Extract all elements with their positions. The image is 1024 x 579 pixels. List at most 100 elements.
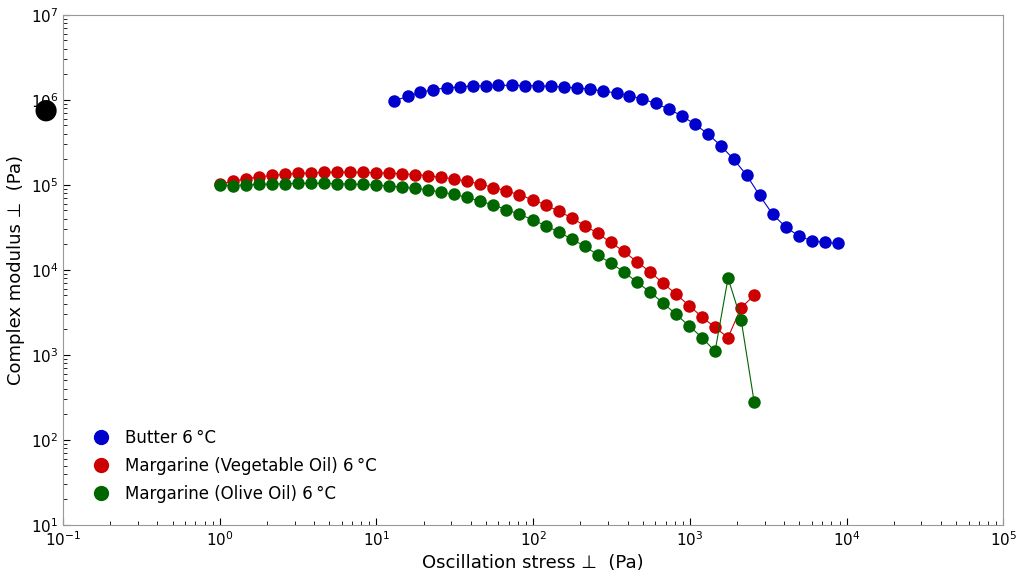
Butter 6 °C [663,105,675,112]
Margarine (Vegetable Oil) 6 °C [579,222,591,229]
Butter 6 °C [636,96,648,102]
Butter 6 °C [597,87,609,94]
Margarine (Vegetable Oil) 6 °C [226,178,239,185]
Margarine (Olive Oil) 6 °C [266,181,279,188]
Butter 6 °C [466,83,478,90]
Margarine (Olive Oil) 6 °C [617,268,630,275]
Margarine (Olive Oil) 6 °C [592,251,604,258]
Margarine (Olive Oil) 6 °C [696,334,709,341]
Margarine (Olive Oil) 6 °C [383,182,395,189]
Margarine (Olive Oil) 6 °C [513,211,525,218]
Butter 6 °C [558,83,570,90]
Margarine (Vegetable Oil) 6 °C [396,170,409,177]
Margarine (Vegetable Oil) 6 °C [474,181,486,188]
Margarine (Olive Oil) 6 °C [396,184,409,190]
Margarine (Olive Oil) 6 °C [487,201,500,208]
Margarine (Olive Oil) 6 °C [410,185,422,192]
Butter 6 °C [414,89,426,96]
Butter 6 °C [454,83,466,90]
Margarine (Vegetable Oil) 6 °C [722,334,734,341]
Margarine (Vegetable Oil) 6 °C [253,174,265,181]
Margarine (Olive Oil) 6 °C [357,181,370,188]
Line: Margarine (Olive Oil) 6 °C: Margarine (Olive Oil) 6 °C [214,177,761,408]
Margarine (Vegetable Oil) 6 °C [670,291,682,298]
Margarine (Vegetable Oil) 6 °C [449,175,461,182]
Margarine (Vegetable Oil) 6 °C [344,168,356,175]
Line: Margarine (Vegetable Oil) 6 °C: Margarine (Vegetable Oil) 6 °C [214,166,761,344]
Margarine (Vegetable Oil) 6 °C [331,168,343,175]
Margarine (Olive Oil) 6 °C [748,398,760,405]
Butter 6 °C [740,172,753,179]
Margarine (Olive Oil) 6 °C [279,180,291,187]
Butter 6 °C [402,93,415,100]
Margarine (Vegetable Oil) 6 °C [513,192,525,199]
Margarine (Vegetable Oil) 6 °C [683,302,695,309]
Margarine (Vegetable Oil) 6 °C [279,171,291,178]
Margarine (Olive Oil) 6 °C [656,299,669,306]
Margarine (Vegetable Oil) 6 °C [644,268,656,275]
Margarine (Vegetable Oil) 6 °C [526,196,539,203]
Butter 6 °C [388,97,400,104]
Butter 6 °C [754,192,766,199]
Butter 6 °C [610,90,623,97]
Text: ●: ● [34,96,58,124]
Margarine (Olive Oil) 6 °C [722,274,734,281]
Margarine (Olive Oil) 6 °C [370,182,382,189]
Butter 6 °C [806,237,818,244]
Line: Butter 6 °C: Butter 6 °C [388,79,844,250]
Margarine (Olive Oil) 6 °C [709,348,721,355]
Margarine (Vegetable Oil) 6 °C [435,174,447,181]
Butter 6 °C [715,142,727,149]
Margarine (Vegetable Oil) 6 °C [214,181,226,188]
Margarine (Olive Oil) 6 °C [474,198,486,205]
Margarine (Olive Oil) 6 °C [604,259,616,266]
Butter 6 °C [440,85,453,91]
Margarine (Vegetable Oil) 6 °C [709,324,721,331]
Margarine (Vegetable Oil) 6 °C [266,172,279,179]
Butter 6 °C [493,82,505,89]
Butter 6 °C [427,86,439,93]
Margarine (Olive Oil) 6 °C [305,180,317,187]
Margarine (Olive Oil) 6 °C [240,181,252,188]
Margarine (Olive Oil) 6 °C [292,180,304,187]
Margarine (Olive Oil) 6 °C [214,181,226,188]
Butter 6 °C [831,240,844,247]
Margarine (Vegetable Oil) 6 °C [565,214,578,221]
Margarine (Vegetable Oil) 6 °C [501,188,513,195]
Margarine (Olive Oil) 6 °C [461,194,473,201]
Butter 6 °C [518,82,530,89]
Margarine (Vegetable Oil) 6 °C [656,280,669,287]
Margarine (Vegetable Oil) 6 °C [357,169,370,176]
Margarine (Olive Oil) 6 °C [435,189,447,196]
X-axis label: Oscillation stress ⊥  (Pa): Oscillation stress ⊥ (Pa) [423,554,644,572]
Margarine (Olive Oil) 6 °C [644,288,656,295]
Butter 6 °C [480,82,493,89]
Margarine (Vegetable Oil) 6 °C [487,184,500,191]
Legend: Butter 6 °C, Margarine (Vegetable Oil) 6 °C, Margarine (Olive Oil) 6 °C: Butter 6 °C, Margarine (Vegetable Oil) 6… [72,416,390,516]
Margarine (Olive Oil) 6 °C [735,316,748,323]
Butter 6 °C [649,100,662,107]
Margarine (Vegetable Oil) 6 °C [604,239,616,246]
Margarine (Vegetable Oil) 6 °C [735,304,748,311]
Margarine (Vegetable Oil) 6 °C [592,230,604,237]
Butter 6 °C [571,85,584,91]
Margarine (Vegetable Oil) 6 °C [292,170,304,177]
Butter 6 °C [727,156,739,163]
Margarine (Vegetable Oil) 6 °C [305,170,317,177]
Margarine (Olive Oil) 6 °C [683,323,695,329]
Margarine (Vegetable Oil) 6 °C [552,208,564,215]
Butter 6 °C [584,86,596,93]
Butter 6 °C [506,82,518,89]
Margarine (Olive Oil) 6 °C [344,181,356,188]
Butter 6 °C [624,92,636,99]
Margarine (Olive Oil) 6 °C [501,206,513,213]
Y-axis label: Complex modulus ⊥  (Pa): Complex modulus ⊥ (Pa) [7,155,25,385]
Margarine (Vegetable Oil) 6 °C [317,169,330,176]
Butter 6 °C [676,112,688,119]
Butter 6 °C [793,233,805,240]
Butter 6 °C [688,120,700,127]
Margarine (Vegetable Oil) 6 °C [370,169,382,176]
Margarine (Olive Oil) 6 °C [631,278,643,285]
Margarine (Olive Oil) 6 °C [449,191,461,198]
Margarine (Olive Oil) 6 °C [552,228,564,235]
